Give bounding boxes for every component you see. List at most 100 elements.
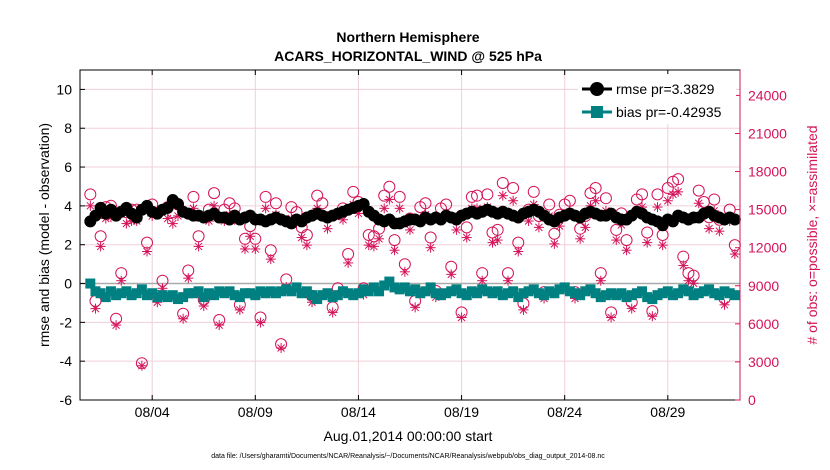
obs-assimilated-marker [662,195,673,206]
obs-assimilated-stroke [297,233,306,242]
obs-assimilated-marker [245,231,256,242]
obs-assimilated-marker [549,238,560,249]
x-tick-label: 08/19 [444,404,479,420]
bias-point [533,288,544,299]
obs-assimilated-marker [657,240,668,251]
obs-count-markers [84,173,741,371]
bias-point [240,288,250,299]
bias-point [203,288,214,299]
y-right-axis-label: # of obs: o=possible, ×=assimilated [804,125,820,344]
bias-point [224,286,235,297]
obs-assimilated-marker [384,194,395,205]
obs-assimilated-marker [508,195,519,206]
obs-assimilated-marker [513,246,524,257]
obs-possible-marker [692,184,705,197]
obs-assimilated-stroke [266,255,275,263]
obs-possible-marker [563,194,576,207]
y-right-tick-label: 0 [748,392,756,408]
bias-point [508,286,519,297]
obs-assimilated-stroke [576,234,585,243]
obs-assimilated-stroke [627,304,636,313]
obs-assimilated-marker [719,299,730,310]
bias-point [250,290,261,301]
obs-assimilated-stroke [256,318,265,327]
obs-assimilated-stroke [246,232,255,241]
bias-point [482,286,493,297]
bias-point [580,286,591,297]
bias-point [420,286,431,297]
obs-assimilated-marker [678,260,689,271]
obs-assimilated-stroke [411,303,420,312]
obs-assimilated-stroke [339,215,347,224]
y-left-axis-label: rmse and bias (model - observation) [36,123,52,347]
bias-point [456,288,467,299]
obs-assimilated-marker [502,275,513,286]
bias-point [570,288,580,299]
obs-assimilated-stroke [705,224,713,233]
bias-point [327,292,338,303]
obs-possible-marker [672,173,685,186]
obs-assimilated-marker [642,237,653,248]
bias-point [255,286,266,297]
bias-point [724,288,735,299]
x-tick-label: 08/14 [341,404,376,420]
bias-point [492,286,503,297]
x-axis-ticks: 08/04 08/09 08/14 08/19 08/24 08/29 [135,70,686,420]
obs-assimilated-stroke [380,204,389,213]
obs-assimilated-marker [688,278,699,289]
bias-point [353,288,364,299]
bias-point [461,290,472,301]
chart-title-line2: ACARS_HORIZONTAL_WIND @ 525 hPa [274,48,542,64]
bias-point [152,292,163,303]
obs-assimilated-stroke [493,236,502,244]
bias-point [260,288,271,299]
obs-assimilated-stroke [395,204,404,213]
bias-point [502,288,513,299]
obs-assimilated-stroke [524,217,533,225]
obs-assimilated-marker [95,241,106,252]
obs-assimilated-marker [193,241,204,252]
x-tick-label: 08/24 [547,404,582,420]
bias-point [116,288,127,299]
bias-point [162,292,173,303]
obs-assimilated-marker [90,303,101,314]
obs-assimilated-stroke [648,312,657,321]
bias-point [167,290,178,301]
bias-point [95,288,106,299]
rmse-point [728,213,741,226]
obs-assimilated-stroke [643,238,652,247]
obs-possible-marker [708,193,721,206]
y-left-tick-label: 10 [56,81,72,97]
bias-point [652,290,663,301]
obs-assimilated-marker [265,254,276,265]
bias-point [642,292,653,303]
bias-point [564,286,575,297]
bias-point [518,288,529,299]
bias-point [673,288,684,299]
obs-assimilated-stroke [447,270,456,279]
bias-point [544,286,555,297]
bias-point [549,288,560,299]
bias-point [301,286,312,297]
obs-possible-marker [383,180,396,193]
bias-point [611,290,622,301]
bias-point [441,288,452,299]
bias-point [317,290,328,301]
x-axis-label: Aug.01,2014 00:00:00 start [324,428,493,444]
y-right-tick-label: 3000 [748,354,779,370]
y-right-axis-ticks: 0 3000 6000 9000 12000 15000 18000 21000 24000 [735,70,787,408]
bias-point [379,280,390,291]
obs-possible-marker [507,182,520,195]
obs-possible-marker [651,188,664,201]
bias-point [188,288,199,299]
obs-assimilated-marker [652,202,663,213]
bias-point [198,292,209,303]
obs-possible-marker [269,197,282,210]
bias-point [157,290,168,301]
obs-possible-marker [599,192,612,205]
bias-point [343,288,354,299]
bias-point [704,284,715,295]
bias-point [209,290,220,301]
obs-assimilated-stroke [235,306,244,314]
